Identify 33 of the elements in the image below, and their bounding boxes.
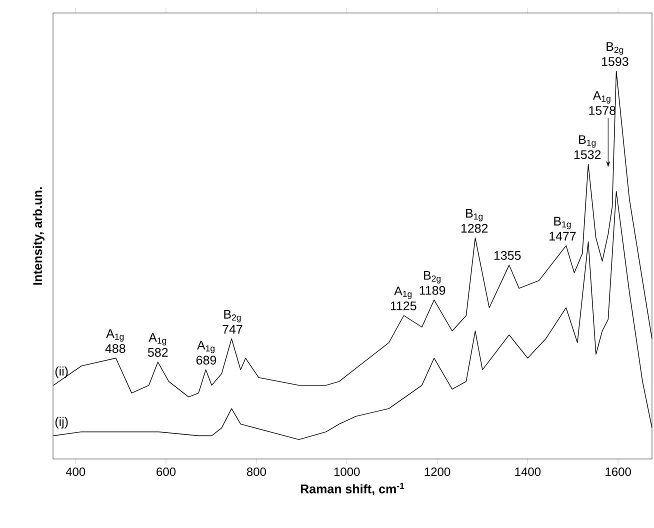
annotation: B$_{1g}$ — [466, 209, 483, 222]
x-tick-label: 600 — [156, 468, 176, 476]
annotation: 747 — [222, 324, 242, 334]
x-tick-label: 1400 — [515, 468, 541, 476]
annotation: B$_{2g}$ — [606, 42, 624, 55]
annotation: 1189 — [420, 286, 446, 295]
y-axis-title: Intensity, arb.un. — [32, 187, 44, 285]
x-tick-label: 1000 — [334, 468, 360, 476]
annotation: B$_{2g}$ — [224, 310, 241, 322]
annotation: A$_{1g}$ — [592, 91, 610, 104]
x-tick-label: 400 — [66, 468, 86, 476]
x-tick-label: 800 — [246, 468, 266, 476]
annotation: 582 — [148, 348, 168, 357]
annotation: 488 — [105, 344, 126, 353]
annotation: B$_{2g}$ — [424, 271, 441, 284]
annotation: A$_{1g}$ — [197, 340, 214, 354]
annotation: A$_{1g}$ — [394, 286, 412, 299]
annotation: B$_{1g}$ — [579, 135, 596, 148]
series-label: (ij) — [55, 416, 68, 429]
annotation: 1593 — [602, 57, 628, 66]
annotation: 1477 — [550, 232, 576, 240]
series-label: (ii) — [55, 366, 68, 378]
annotation: 1355 — [494, 251, 521, 260]
x-tick-label: 1200 — [424, 468, 450, 476]
x-axis-title: Raman shift, cm$^{-1}$ — [300, 482, 404, 496]
x-tick-label: 1600 — [606, 468, 631, 476]
annotation: 689 — [196, 356, 216, 365]
annotation: A$_{1g}$ — [148, 333, 166, 346]
annotation: A$_{1g}$ — [106, 329, 124, 342]
annotation: 1532 — [574, 150, 601, 160]
annotation: B$_{1g}$ — [554, 216, 571, 230]
annotation: 1125 — [390, 301, 416, 310]
annotation: 1282 — [461, 224, 488, 233]
